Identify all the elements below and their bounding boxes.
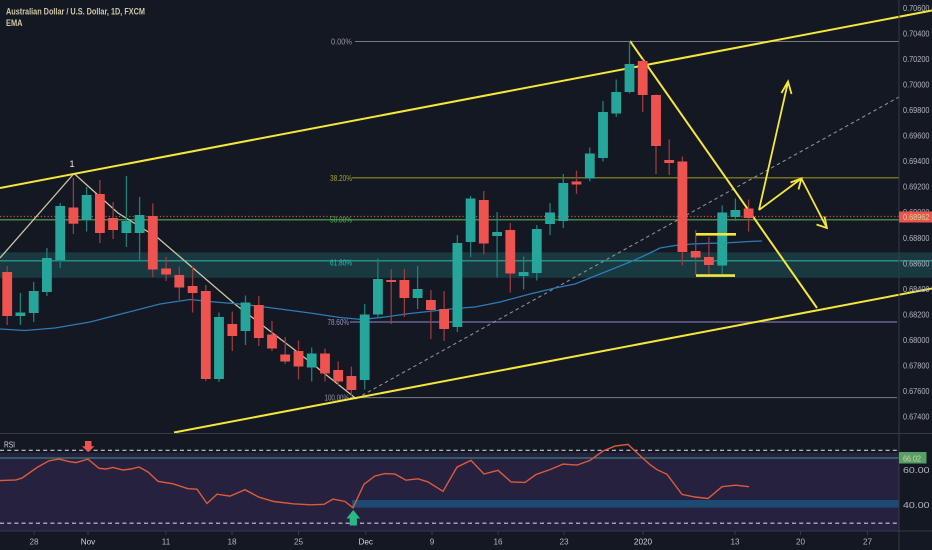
svg-text:0.67400: 0.67400 (903, 413, 930, 422)
svg-text:0.68600: 0.68600 (903, 260, 930, 269)
svg-text:0.69200: 0.69200 (903, 183, 930, 192)
svg-text:61.80%: 61.80% (330, 259, 352, 268)
svg-text:60.00: 60.00 (903, 466, 930, 475)
svg-text:78.60%: 78.60% (328, 318, 350, 327)
svg-text:Australian Dollar / U.S. Dolla: Australian Dollar / U.S. Dollar, 1D, FXC… (6, 7, 145, 17)
svg-text:50.00%: 50.00% (330, 216, 352, 225)
svg-text:16: 16 (493, 538, 503, 547)
svg-text:38.20%: 38.20% (330, 174, 352, 183)
svg-text:RSI: RSI (4, 440, 15, 450)
svg-text:0.00%: 0.00% (331, 38, 352, 47)
svg-text:1: 1 (69, 159, 74, 170)
svg-text:40.00: 40.00 (903, 501, 930, 510)
svg-text:20: 20 (796, 538, 806, 547)
svg-text:0.70600: 0.70600 (903, 4, 930, 13)
svg-text:0.69800: 0.69800 (903, 106, 930, 115)
svg-text:9: 9 (430, 538, 435, 547)
svg-text:0.69400: 0.69400 (903, 157, 930, 166)
svg-text:0.70200: 0.70200 (903, 55, 930, 64)
svg-text:13: 13 (730, 538, 740, 547)
svg-text:0.70000: 0.70000 (903, 81, 930, 90)
svg-text:0.68962: 0.68962 (903, 213, 930, 222)
svg-text:23: 23 (559, 538, 569, 547)
svg-text:0.69600: 0.69600 (903, 132, 930, 141)
svg-text:0.68200: 0.68200 (903, 311, 930, 320)
svg-text:66.02: 66.02 (903, 454, 921, 464)
svg-text:0.67600: 0.67600 (903, 387, 930, 396)
svg-text:11: 11 (162, 538, 171, 547)
svg-text:0.70400: 0.70400 (903, 30, 930, 39)
svg-text:2020: 2020 (634, 538, 653, 547)
svg-text:18: 18 (227, 538, 237, 547)
svg-text:27: 27 (863, 538, 873, 547)
svg-text:25: 25 (294, 538, 304, 547)
svg-text:0.68800: 0.68800 (903, 234, 930, 243)
svg-text:0.68000: 0.68000 (903, 336, 930, 345)
svg-text:Nov: Nov (81, 538, 96, 547)
svg-text:Dec: Dec (358, 538, 373, 547)
svg-text:100.00%: 100.00% (325, 394, 350, 403)
svg-text:0.68400: 0.68400 (903, 285, 930, 294)
svg-text:0.67800: 0.67800 (903, 362, 930, 371)
svg-text:28: 28 (29, 538, 39, 547)
svg-text:EMA: EMA (6, 18, 23, 28)
